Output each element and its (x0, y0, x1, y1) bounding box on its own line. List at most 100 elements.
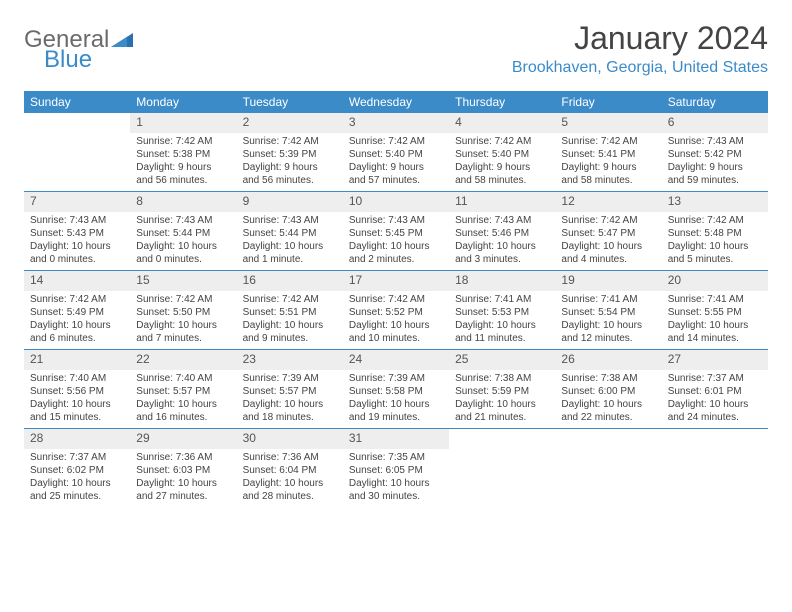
logo-line2: Blue (44, 46, 92, 74)
day-content: Sunrise: 7:41 AMSunset: 5:55 PMDaylight:… (662, 291, 768, 349)
day-header: Sunday (24, 91, 130, 113)
sunset-text: Sunset: 6:04 PM (243, 464, 337, 477)
sunset-text: Sunset: 5:44 PM (243, 227, 337, 240)
sunset-text: Sunset: 5:57 PM (136, 385, 230, 398)
day-number: 22 (130, 350, 236, 370)
sunset-text: Sunset: 5:38 PM (136, 148, 230, 161)
day-content: Sunrise: 7:35 AMSunset: 6:05 PMDaylight:… (343, 449, 449, 507)
daylight-text: Daylight: 10 hours and 19 minutes. (349, 398, 443, 424)
day-number: 24 (343, 350, 449, 370)
sunrise-text: Sunrise: 7:42 AM (455, 135, 549, 148)
day-content: Sunrise: 7:43 AMSunset: 5:44 PMDaylight:… (237, 212, 343, 270)
sunrise-text: Sunrise: 7:42 AM (668, 214, 762, 227)
sunrise-text: Sunrise: 7:38 AM (455, 372, 549, 385)
daylight-text: Daylight: 10 hours and 2 minutes. (349, 240, 443, 266)
sunset-text: Sunset: 5:57 PM (243, 385, 337, 398)
daylight-text: Daylight: 10 hours and 30 minutes. (349, 477, 443, 503)
daylight-text: Daylight: 10 hours and 0 minutes. (136, 240, 230, 266)
sunset-text: Sunset: 5:46 PM (455, 227, 549, 240)
daylight-text: Daylight: 10 hours and 18 minutes. (243, 398, 337, 424)
day-number: 9 (237, 192, 343, 212)
day-header: Monday (130, 91, 236, 113)
day-number: 23 (237, 350, 343, 370)
sunrise-text: Sunrise: 7:42 AM (561, 214, 655, 227)
sunset-text: Sunset: 5:56 PM (30, 385, 124, 398)
day-number: 17 (343, 271, 449, 291)
sunset-text: Sunset: 5:54 PM (561, 306, 655, 319)
daylight-text: Daylight: 10 hours and 16 minutes. (136, 398, 230, 424)
day-cell: 5Sunrise: 7:42 AMSunset: 5:41 PMDaylight… (555, 113, 661, 191)
day-content: Sunrise: 7:36 AMSunset: 6:04 PMDaylight:… (237, 449, 343, 507)
logo-text-blue: Blue (44, 46, 92, 73)
day-number: 30 (237, 429, 343, 449)
sunset-text: Sunset: 5:40 PM (349, 148, 443, 161)
sunset-text: Sunset: 5:45 PM (349, 227, 443, 240)
day-content: Sunrise: 7:42 AMSunset: 5:38 PMDaylight:… (130, 133, 236, 191)
daylight-text: Daylight: 10 hours and 24 minutes. (668, 398, 762, 424)
day-cell: 7Sunrise: 7:43 AMSunset: 5:43 PMDaylight… (24, 192, 130, 270)
daylight-text: Daylight: 10 hours and 1 minute. (243, 240, 337, 266)
day-content: Sunrise: 7:36 AMSunset: 6:03 PMDaylight:… (130, 449, 236, 507)
day-header-row: Sunday Monday Tuesday Wednesday Thursday… (24, 91, 768, 113)
day-cell: 19Sunrise: 7:41 AMSunset: 5:54 PMDayligh… (555, 271, 661, 349)
sunrise-text: Sunrise: 7:43 AM (455, 214, 549, 227)
sunrise-text: Sunrise: 7:36 AM (136, 451, 230, 464)
sunrise-text: Sunrise: 7:39 AM (349, 372, 443, 385)
sunrise-text: Sunrise: 7:37 AM (30, 451, 124, 464)
week-row: 28Sunrise: 7:37 AMSunset: 6:02 PMDayligh… (24, 429, 768, 507)
sunset-text: Sunset: 5:52 PM (349, 306, 443, 319)
sunrise-text: Sunrise: 7:42 AM (136, 293, 230, 306)
daylight-text: Daylight: 10 hours and 12 minutes. (561, 319, 655, 345)
sunrise-text: Sunrise: 7:42 AM (30, 293, 124, 306)
day-cell: 12Sunrise: 7:42 AMSunset: 5:47 PMDayligh… (555, 192, 661, 270)
week-row: 7Sunrise: 7:43 AMSunset: 5:43 PMDaylight… (24, 192, 768, 271)
day-number: 7 (24, 192, 130, 212)
day-cell: 4Sunrise: 7:42 AMSunset: 5:40 PMDaylight… (449, 113, 555, 191)
sunset-text: Sunset: 5:58 PM (349, 385, 443, 398)
day-cell: 29Sunrise: 7:36 AMSunset: 6:03 PMDayligh… (130, 429, 236, 507)
daylight-text: Daylight: 9 hours and 59 minutes. (668, 161, 762, 187)
sunset-text: Sunset: 6:05 PM (349, 464, 443, 477)
day-content: Sunrise: 7:42 AMSunset: 5:49 PMDaylight:… (24, 291, 130, 349)
day-cell: 31Sunrise: 7:35 AMSunset: 6:05 PMDayligh… (343, 429, 449, 507)
daylight-text: Daylight: 9 hours and 57 minutes. (349, 161, 443, 187)
daylight-text: Daylight: 10 hours and 15 minutes. (30, 398, 124, 424)
day-cell: . (449, 429, 555, 507)
sunrise-text: Sunrise: 7:41 AM (668, 293, 762, 306)
daylight-text: Daylight: 10 hours and 0 minutes. (30, 240, 124, 266)
day-cell: 20Sunrise: 7:41 AMSunset: 5:55 PMDayligh… (662, 271, 768, 349)
day-cell: 26Sunrise: 7:38 AMSunset: 6:00 PMDayligh… (555, 350, 661, 428)
sunrise-text: Sunrise: 7:37 AM (668, 372, 762, 385)
sunrise-text: Sunrise: 7:40 AM (30, 372, 124, 385)
sunrise-text: Sunrise: 7:41 AM (455, 293, 549, 306)
day-content: Sunrise: 7:42 AMSunset: 5:41 PMDaylight:… (555, 133, 661, 191)
sunrise-text: Sunrise: 7:42 AM (349, 293, 443, 306)
sunset-text: Sunset: 6:03 PM (136, 464, 230, 477)
sunrise-text: Sunrise: 7:43 AM (30, 214, 124, 227)
day-cell: 23Sunrise: 7:39 AMSunset: 5:57 PMDayligh… (237, 350, 343, 428)
day-cell: 9Sunrise: 7:43 AMSunset: 5:44 PMDaylight… (237, 192, 343, 270)
location-text: Brookhaven, Georgia, United States (512, 59, 768, 77)
sunset-text: Sunset: 5:59 PM (455, 385, 549, 398)
day-content: Sunrise: 7:37 AMSunset: 6:02 PMDaylight:… (24, 449, 130, 507)
day-content: Sunrise: 7:37 AMSunset: 6:01 PMDaylight:… (662, 370, 768, 428)
page-header: General January 2024 Brookhaven, Georgia… (24, 20, 768, 77)
sunset-text: Sunset: 5:53 PM (455, 306, 549, 319)
sunset-text: Sunset: 6:01 PM (668, 385, 762, 398)
day-cell: 27Sunrise: 7:37 AMSunset: 6:01 PMDayligh… (662, 350, 768, 428)
day-content: Sunrise: 7:41 AMSunset: 5:53 PMDaylight:… (449, 291, 555, 349)
sunrise-text: Sunrise: 7:40 AM (136, 372, 230, 385)
sunrise-text: Sunrise: 7:36 AM (243, 451, 337, 464)
day-content: Sunrise: 7:43 AMSunset: 5:46 PMDaylight:… (449, 212, 555, 270)
daylight-text: Daylight: 10 hours and 6 minutes. (30, 319, 124, 345)
day-number: 8 (130, 192, 236, 212)
day-content: Sunrise: 7:42 AMSunset: 5:52 PMDaylight:… (343, 291, 449, 349)
day-header: Saturday (662, 91, 768, 113)
sunset-text: Sunset: 5:39 PM (243, 148, 337, 161)
daylight-text: Daylight: 9 hours and 58 minutes. (455, 161, 549, 187)
day-cell: 28Sunrise: 7:37 AMSunset: 6:02 PMDayligh… (24, 429, 130, 507)
day-content: Sunrise: 7:42 AMSunset: 5:50 PMDaylight:… (130, 291, 236, 349)
day-number: 21 (24, 350, 130, 370)
daylight-text: Daylight: 10 hours and 5 minutes. (668, 240, 762, 266)
week-row: .1Sunrise: 7:42 AMSunset: 5:38 PMDayligh… (24, 113, 768, 192)
